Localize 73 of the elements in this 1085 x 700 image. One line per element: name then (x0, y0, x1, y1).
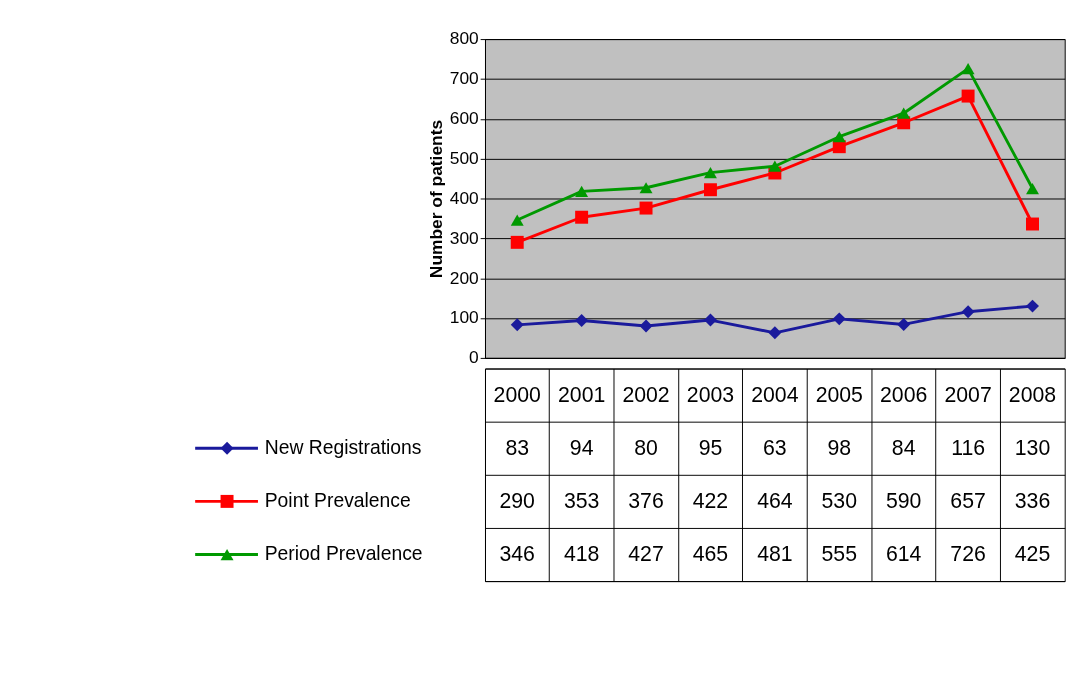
legend-label: New Registrations (264, 437, 422, 459)
x-tick-label: 2004 (751, 382, 799, 407)
data-label: 418 (563, 542, 600, 567)
y-tick-label: 200 (449, 267, 479, 288)
point (639, 182, 653, 194)
data-label: 614 (885, 542, 922, 567)
point (961, 62, 975, 75)
point (768, 160, 782, 172)
point (1026, 217, 1039, 231)
data-label: 80 (634, 436, 658, 461)
y-tick-label: 700 (449, 68, 479, 89)
data-label: 116 (951, 436, 986, 461)
data-label: 336 (1014, 489, 1051, 514)
point (510, 235, 524, 249)
data-label: 83 (505, 436, 530, 461)
x-tick-label: 2008 (1008, 382, 1057, 407)
point (832, 312, 846, 326)
data-label: 465 (692, 542, 729, 567)
x-tick-label: 2005 (815, 382, 863, 407)
point (703, 183, 717, 197)
x-tick-label: 2001 (557, 382, 606, 407)
data-label: 425 (1014, 542, 1051, 567)
point (703, 313, 717, 327)
x-tick-label: 2000 (493, 382, 541, 407)
data-label: 63 (763, 436, 787, 461)
y-tick-label: 0 (469, 347, 479, 368)
data-label: 376 (628, 489, 664, 514)
point (897, 317, 911, 331)
point (832, 131, 846, 143)
data-label: 726 (950, 542, 986, 567)
data-label: 530 (821, 489, 858, 514)
point (510, 318, 524, 332)
y-tick-label: 100 (449, 307, 479, 328)
point (1026, 299, 1039, 313)
data-label: 346 (499, 542, 535, 567)
point (961, 305, 975, 319)
data-label: 427 (628, 542, 664, 567)
data-label: 84 (891, 436, 916, 461)
point (575, 185, 589, 197)
y-tick-label: 600 (449, 108, 479, 129)
y-tick-label: 500 (449, 147, 479, 168)
data-label: 464 (757, 489, 793, 514)
data-label: 481 (757, 542, 793, 567)
data-label: 590 (885, 489, 922, 514)
point (639, 201, 653, 215)
y-tick-label: 300 (449, 227, 479, 248)
point (961, 89, 975, 103)
x-tick-label: 2002 (622, 382, 670, 407)
point (575, 210, 589, 224)
legend-label: Period Prevalence (264, 543, 423, 565)
y-tick-label: 400 (449, 187, 479, 208)
point (510, 214, 524, 226)
data-label: 555 (821, 542, 858, 567)
data-label: 657 (950, 489, 986, 514)
point (768, 326, 782, 340)
x-tick-label: 2007 (944, 382, 992, 407)
y-axis-title: Number of patients (425, 119, 446, 279)
x-tick-label: 2006 (880, 382, 928, 407)
data-label: 98 (827, 436, 852, 461)
data-label: 94 (569, 436, 594, 461)
data-label: 130 (1014, 436, 1051, 461)
point (703, 166, 717, 179)
point (1026, 182, 1039, 195)
data-label: 422 (692, 489, 729, 514)
x-tick-label: 2003 (686, 382, 735, 407)
data-label: 353 (563, 489, 600, 514)
data-label: 290 (499, 489, 535, 514)
y-tick-label: 800 (449, 28, 479, 49)
data-label: 95 (698, 436, 723, 461)
point (575, 313, 589, 327)
legend-label: Point Prevalence (264, 490, 411, 512)
point (897, 107, 911, 119)
point (639, 319, 653, 333)
